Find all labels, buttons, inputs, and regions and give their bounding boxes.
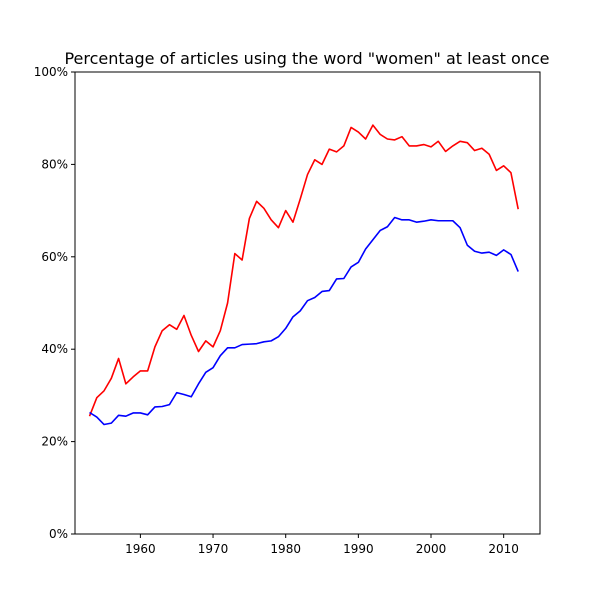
x-tick-label: 2000 <box>416 542 447 556</box>
x-tick-label: 1970 <box>198 542 229 556</box>
y-tick-label: 80% <box>41 157 68 171</box>
x-tick-label: 1990 <box>343 542 374 556</box>
y-tick-label: 0% <box>49 527 68 541</box>
chart-title: Percentage of articles using the word "w… <box>64 49 549 68</box>
series-line-2 <box>89 216 519 426</box>
series-layer <box>88 124 519 426</box>
y-tick-label: 20% <box>41 435 68 449</box>
x-tick-label: 1980 <box>270 542 301 556</box>
y-tick-label: 100% <box>34 65 68 79</box>
y-tick-label: 40% <box>41 342 68 356</box>
x-tick-label: 1960 <box>125 542 156 556</box>
x-tick-label: 2010 <box>488 542 519 556</box>
plot-area-frame <box>74 71 541 535</box>
series-line-1 <box>88 124 519 417</box>
y-tick-label: 60% <box>41 250 68 264</box>
y-axis: 0% 20% 40% 60% 80% 100% <box>34 65 75 541</box>
x-axis: 1960 1970 1980 1990 2000 2010 <box>125 534 519 556</box>
